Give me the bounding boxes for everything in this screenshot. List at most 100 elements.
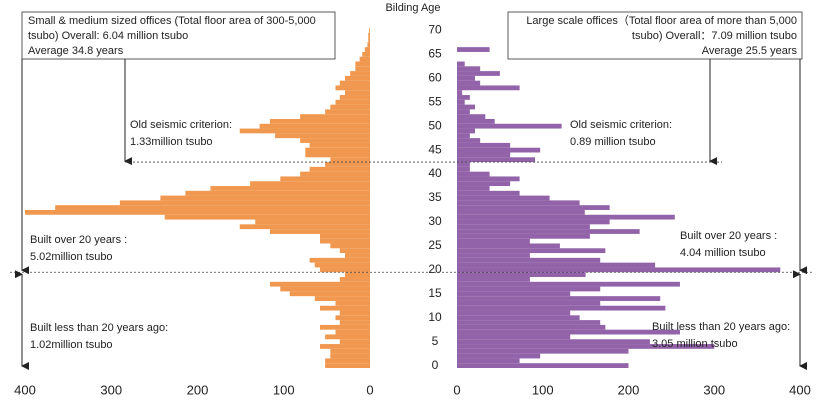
box-text: tsubo) Overall：7.09 million tsubo (632, 30, 797, 42)
info-box (21, 11, 336, 60)
bar (314, 296, 370, 301)
bar (164, 214, 370, 220)
bar (457, 281, 680, 287)
bar (309, 142, 370, 148)
bar (325, 358, 370, 364)
bar (355, 61, 370, 67)
bar (275, 133, 370, 139)
bar (300, 171, 370, 177)
bar (185, 190, 370, 196)
bar (457, 286, 601, 292)
y-tick-label: 60 (428, 70, 442, 84)
y-tick-label: 0 (432, 358, 439, 372)
bar (457, 118, 495, 124)
bar (300, 138, 370, 143)
bar (364, 47, 370, 52)
bar (457, 166, 470, 172)
y-tick-label: 25 (428, 238, 442, 252)
bar (457, 272, 586, 278)
bar (314, 262, 370, 268)
bar (457, 224, 590, 230)
bar (335, 99, 370, 105)
x-tick-label: 0 (366, 382, 373, 397)
bar (339, 95, 370, 100)
bar (280, 286, 370, 292)
bar (457, 209, 585, 215)
bar (457, 344, 715, 349)
bar (457, 152, 511, 158)
bar (457, 195, 550, 201)
bar (325, 363, 370, 368)
bar (269, 118, 370, 124)
bar (457, 114, 486, 119)
bar (319, 344, 370, 349)
annotation: 5.02million tsubo (30, 251, 113, 263)
bar (457, 142, 511, 148)
bar (457, 99, 465, 105)
x-tick-label: 300 (100, 382, 122, 397)
bar (457, 219, 610, 225)
box-text: tsubo) Overall: 6.04 million tsubo (28, 30, 188, 42)
bar (269, 281, 370, 287)
bar (457, 267, 781, 273)
bar (457, 248, 606, 254)
bar (339, 80, 370, 86)
bar (457, 147, 541, 153)
bar (457, 214, 675, 220)
bar (319, 233, 370, 239)
x-tick-label: 300 (703, 382, 725, 397)
bar (119, 200, 370, 206)
bar (457, 243, 560, 249)
bar (25, 209, 370, 215)
annotation: Old seismic criterion: (130, 119, 232, 131)
bar (239, 224, 370, 230)
bar (367, 42, 370, 48)
y-axis-title: Bilding Age (385, 2, 440, 14)
bar (457, 133, 470, 139)
annotation: 1.02million tsubo (30, 339, 113, 351)
y-tick-label: 10 (428, 310, 442, 324)
bar (457, 109, 470, 115)
bar (55, 205, 370, 210)
bar (457, 128, 476, 134)
y-tick-label: 55 (428, 94, 442, 108)
bar (457, 66, 481, 72)
bar (339, 320, 370, 325)
bar (457, 257, 601, 263)
bar (457, 353, 541, 359)
bar (250, 181, 370, 187)
bar (457, 123, 562, 129)
box-text: Average 25.5 years (702, 45, 798, 57)
bar (335, 300, 370, 306)
bar (339, 248, 370, 254)
y-tick-label: 65 (428, 47, 442, 61)
bar (269, 229, 370, 234)
bar (457, 238, 530, 244)
bar (330, 348, 370, 354)
bar (210, 186, 370, 191)
y-tick-label: 15 (428, 286, 442, 300)
bar (457, 348, 629, 354)
bar (457, 363, 629, 368)
bar (457, 80, 481, 86)
bar (457, 90, 463, 96)
bar (344, 253, 370, 258)
bar (335, 315, 370, 321)
y-tick-label: 35 (428, 190, 442, 204)
bar (457, 233, 590, 239)
bar (457, 358, 520, 364)
bar (457, 171, 490, 177)
bar (305, 147, 370, 153)
bar (344, 90, 370, 96)
bar (359, 56, 370, 62)
bar (330, 243, 370, 249)
box-text: Average 34.8 years (28, 45, 124, 57)
y-tick-label: 45 (428, 142, 442, 156)
bar (457, 300, 601, 306)
bar (368, 32, 370, 38)
bar (457, 320, 601, 325)
annotation: 3.05 million tsubo (652, 338, 738, 350)
bar (457, 339, 650, 345)
bar (457, 85, 520, 91)
